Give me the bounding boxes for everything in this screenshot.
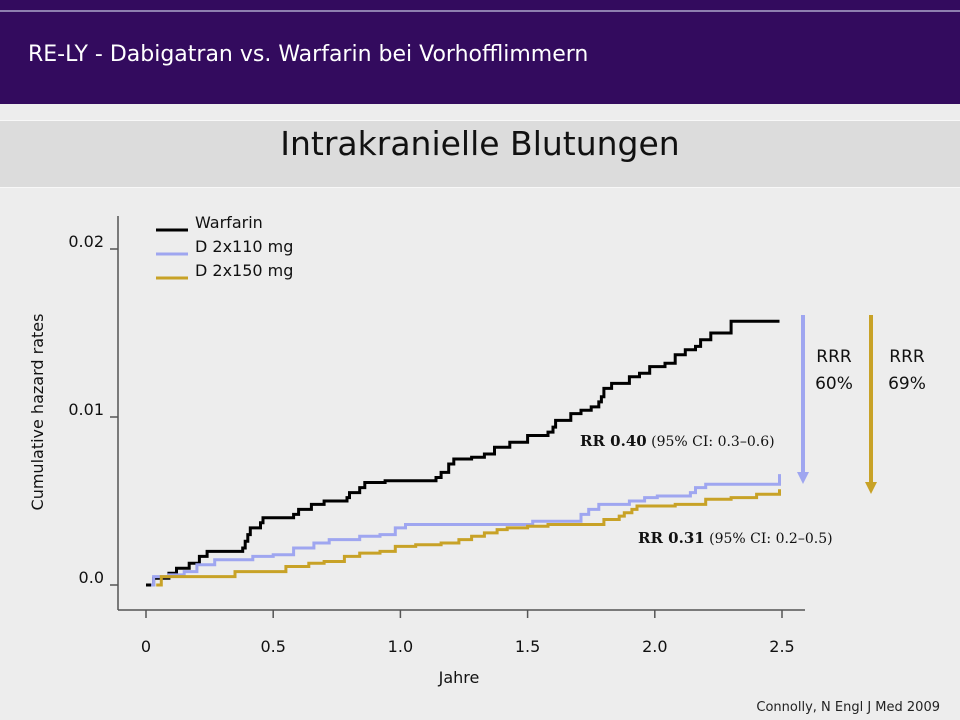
rrr-label: RRR [889,347,925,367]
y-tick-label: 0.02 [68,232,104,251]
title-band [0,120,960,188]
rr-annotation: RR 0.31 (95% CI: 0.2–0.5) [638,529,833,547]
rr-ci: (95% CI: 0.2–0.5) [705,531,833,547]
y-tick-label: 0.0 [79,568,104,587]
y-tick-label: 0.01 [68,400,104,419]
x-tick-label: 0.5 [260,637,285,656]
rrr-value: 69% [888,374,926,394]
rrr-arrow-head [865,482,877,494]
x-axis-label: Jahre [438,668,480,687]
rrr-arrow-head [797,472,809,484]
rr-annotation: RR 0.40 (95% CI: 0.3–0.6) [580,432,775,450]
series-line-2 [151,474,781,587]
x-tick-label: 2.5 [769,637,794,656]
x-tick-label: 2.0 [642,637,667,656]
legend-label: D 2x110 mg [195,237,293,256]
x-tick-label: 1.5 [515,637,540,656]
chart-legend: Warfarin D 2x110 mg D 2x150 mg [156,213,293,280]
slide-header: RE-LY - Dabigatran vs. Warfarin bei Vorh… [0,0,960,104]
series-line-1 [146,319,780,587]
rrr-value: 60% [815,374,853,394]
rrr-label: RRR [816,347,852,367]
chart-axes: 0 0.5 1.0 1.5 2.0 2.5 0.0 0.01 0.02 Jahre Cumulati… [28,216,805,687]
chart-annotations: RR 0.40 (95% CI: 0.3–0.6) RR 0.31 (95% CI… [580,315,926,547]
y-axis-label: Cumulative hazard rates [28,314,47,511]
rr-ci: (95% CI: 0.3–0.6) [647,434,775,450]
x-tick-label: 1.0 [388,637,413,656]
rr-value: RR 0.40 [580,432,647,450]
header-rule [0,10,960,12]
series-line-3 [156,489,781,587]
rr-value: RR 0.31 [638,529,705,547]
slide-title: RE-LY - Dabigatran vs. Warfarin bei Vorh… [28,42,589,67]
x-tick-label: 0 [141,637,151,656]
legend-label: D 2x150 mg [195,261,293,280]
source-citation: Connolly, N Engl J Med 2009 [756,700,940,715]
legend-label: Warfarin [195,213,263,232]
chart-title: Intrakranielle Blutungen [280,124,680,163]
chart-series [146,319,781,587]
